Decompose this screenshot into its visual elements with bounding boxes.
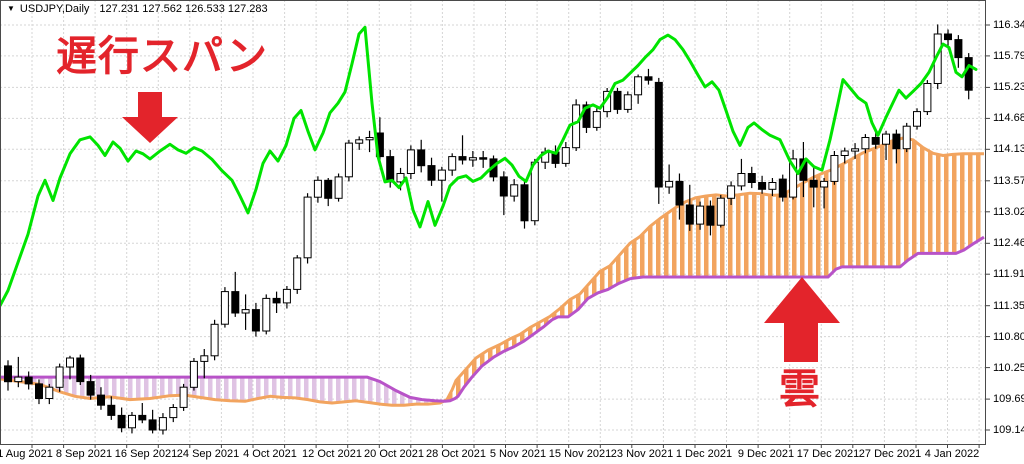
price-axis-label: 112.460 — [993, 237, 1024, 249]
price-axis-label: 115.790 — [993, 50, 1024, 62]
time-axis-label: 17 Dec 2021 — [796, 448, 860, 460]
senkou-span-b-line — [0, 235, 985, 403]
chikou-span-line — [0, 25, 978, 308]
ichimoku-cloud — [0, 136, 985, 407]
time-axis-label: 12 Oct 2021 — [302, 448, 362, 460]
time-axis-label: 4 Oct 2021 — [243, 448, 297, 460]
price-axis-label: 110.800 — [993, 331, 1024, 343]
axis-ticks — [31, 24, 990, 448]
chikou-arrow-down-icon — [122, 92, 178, 143]
price-axis-label: 110.250 — [993, 362, 1024, 374]
time-axis-label: 24 Sep 2021 — [176, 448, 240, 460]
chart-title-bar: ▼ USDJPY,Daily 127.231 127.562 126.533 127… — [7, 3, 268, 15]
time-axis-label: 4 Jan 2022 — [924, 448, 980, 460]
time-axis-label: 27 Dec 2021 — [858, 448, 922, 460]
chikou-span-annotation-label: 遅行スパン — [56, 33, 269, 79]
title-symbol: USDJPY,Daily — [19, 3, 90, 15]
senkou-span-a-line — [0, 136, 984, 407]
price-axis-label: 114.130 — [993, 143, 1024, 155]
cloud-annotation-label: 雲 — [779, 366, 820, 412]
title-quotes: 127.231 127.562 126.533 127.283 — [99, 3, 268, 15]
time-axis-label: 15 Nov 2021 — [548, 448, 612, 460]
plot-frame — [0, 0, 986, 445]
cloud-arrow-up-icon — [764, 277, 840, 362]
price-axis-label: 109.690 — [993, 393, 1024, 405]
time-axis-label: 20 Oct 2021 — [364, 448, 424, 460]
grid-lines — [0, 0, 985, 444]
price-axis-label: 114.680 — [993, 112, 1024, 124]
time-axis-label: 5 Nov 2021 — [489, 448, 547, 460]
time-axis-label: 28 Oct 2021 — [426, 448, 486, 460]
price-axis-label: 111.350 — [993, 300, 1024, 312]
time-axis-label: 16 Sep 2021 — [114, 448, 178, 460]
price-axis-label: 116.340 — [993, 19, 1024, 31]
price-axis-label: 113.570 — [993, 175, 1024, 187]
price-axis-label: 113.020 — [993, 206, 1024, 218]
price-axis-label: 115.230 — [993, 81, 1024, 93]
price-axis[interactable]: 116.340 115.790 115.230 114.680 114.130 113.5… — [986, 0, 1024, 444]
time-axis-label: 23 Nov 2021 — [610, 448, 674, 460]
price-axis-label: 111.910 — [993, 268, 1024, 280]
price-axis-label: 109.140 — [993, 424, 1024, 436]
time-axis-label: 1 Dec 2021 — [675, 448, 733, 460]
symbol-dropdown-icon[interactable]: ▼ — [7, 4, 15, 13]
time-axis-label: 9 Dec 2021 — [737, 448, 795, 460]
time-axis-label: 8 Sep 2021 — [55, 448, 113, 460]
time-axis-label: 31 Aug 2021 — [0, 448, 53, 460]
